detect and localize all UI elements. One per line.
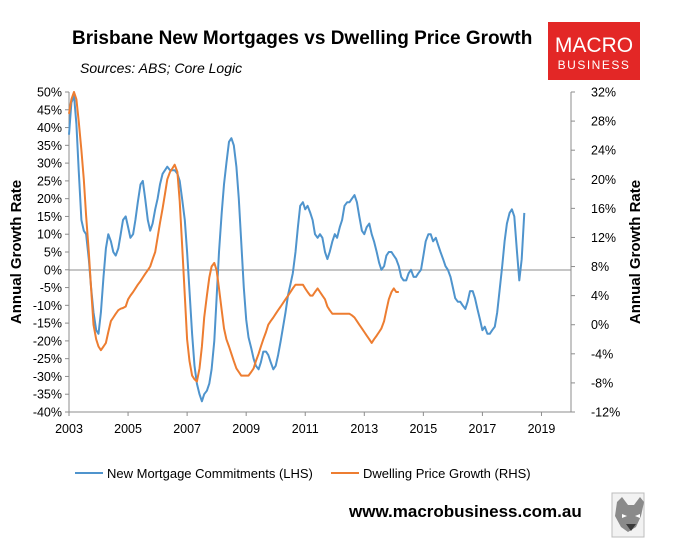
left-tick-label: -30% (33, 370, 62, 384)
x-tick-label: 2013 (350, 422, 378, 436)
x-tick-label: 2019 (528, 422, 556, 436)
left-tick-label: -15% (33, 317, 62, 331)
right-tick-label: 28% (591, 115, 616, 129)
legend-label-mortgage: New Mortgage Commitments (LHS) (107, 466, 313, 481)
left-tick-label: -25% (33, 352, 62, 366)
right-tick-label: 8% (591, 260, 609, 274)
right-tick-label: 12% (591, 231, 616, 245)
right-tick-label: -8% (591, 376, 613, 390)
macrobusiness-logo: MACRO BUSINESS (548, 22, 640, 80)
left-tick-label: 45% (37, 103, 62, 117)
x-tick-label: 2017 (469, 422, 497, 436)
left-tick-label: 40% (37, 121, 62, 135)
x-tick-label: 2003 (55, 422, 83, 436)
x-tick-label: 2015 (409, 422, 437, 436)
legend: New Mortgage Commitments (LHS) Dwelling … (75, 466, 531, 481)
logo-line1: MACRO (555, 34, 633, 57)
x-tick-label: 2007 (173, 422, 201, 436)
website-url: www.macrobusiness.com.au (348, 502, 582, 521)
x-axis-ticks: 2003 2005 2007 2009 2011 2013 2015 2017 2019 (55, 412, 555, 436)
left-tick-label: -35% (33, 388, 62, 402)
left-tick-label: -40% (33, 406, 62, 420)
logo-line2: BUSINESS (558, 58, 631, 72)
logo-background (548, 22, 640, 80)
right-axis-ticks: 32% 28% 24% 20% 16% 12% 8% 4% 0% -4% -8% -12% (571, 86, 620, 420)
right-tick-label: 0% (591, 318, 609, 332)
series-line-dwelling-price-growth (68, 91, 399, 383)
x-tick-label: 2009 (232, 422, 260, 436)
series-line-mortgage-commitments (68, 94, 526, 403)
series-layer (68, 91, 526, 403)
left-tick-label: 10% (37, 228, 62, 242)
left-axis-title: Annual Growth Rate (8, 180, 25, 324)
left-tick-label: 30% (37, 157, 62, 171)
wolf-icon (611, 492, 645, 538)
left-tick-label: 5% (44, 246, 62, 260)
left-tick-label: -5% (40, 281, 62, 295)
right-tick-label: -4% (591, 347, 613, 361)
plot-area: 50% 45% 40% 35% 30% 25% 20% 15% 10% 5% 0% -5% -10% -1… (33, 86, 620, 437)
chart-title: Brisbane New Mortgages vs Dwelling Price… (72, 28, 532, 49)
chart-subtitle: Sources: ABS; Core Logic (80, 60, 242, 76)
left-tick-label: -10% (33, 299, 62, 313)
right-axis-title: Annual Growth Rate (627, 180, 644, 324)
right-tick-label: -12% (591, 406, 620, 420)
legend-label-price: Dwelling Price Growth (RHS) (363, 466, 531, 481)
left-tick-label: -20% (33, 334, 62, 348)
x-tick-label: 2011 (292, 422, 319, 436)
left-tick-label: 15% (37, 210, 62, 224)
right-tick-label: 32% (591, 86, 616, 100)
right-tick-label: 4% (591, 289, 609, 303)
left-tick-label: 50% (37, 86, 62, 100)
left-tick-label: 0% (44, 263, 62, 277)
right-tick-label: 24% (591, 144, 616, 158)
right-tick-label: 16% (591, 202, 616, 216)
left-tick-label: 20% (37, 192, 62, 206)
x-tick-label: 2005 (114, 422, 142, 436)
left-tick-label: 25% (37, 174, 62, 188)
left-tick-label: 35% (37, 139, 62, 153)
right-tick-label: 20% (591, 173, 616, 187)
left-axis-ticks: 50% 45% 40% 35% 30% 25% 20% 15% 10% 5% 0% -5% -10% -1… (33, 86, 69, 420)
